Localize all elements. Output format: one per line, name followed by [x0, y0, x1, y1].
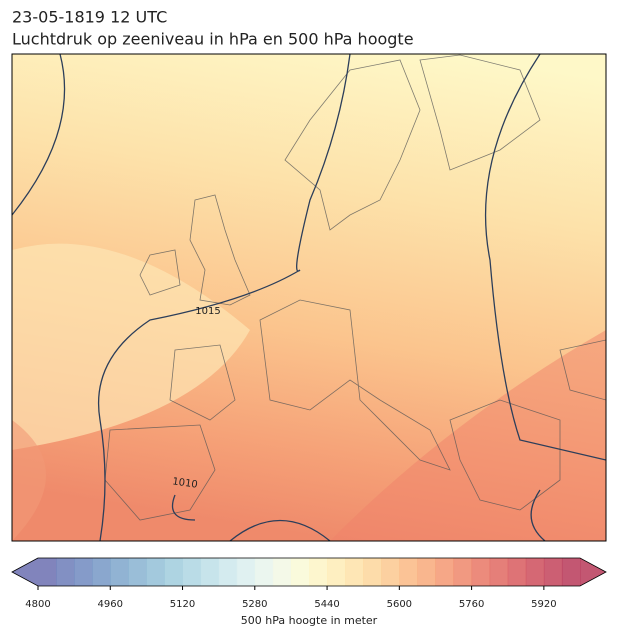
colorbar-segment: [218, 558, 238, 586]
colorbar-segment: [489, 558, 509, 586]
colorbar-tick-label: 4800: [25, 599, 50, 610]
colorbar-segment: [164, 558, 184, 586]
colorbar-tick-label: 4960: [98, 599, 123, 610]
contour-label: 1015: [195, 306, 220, 317]
colorbar-label: 500 hPa hoogte in meter: [241, 614, 378, 627]
colorbar-segment: [507, 558, 527, 586]
map-area: 1015 1010: [12, 54, 606, 541]
subtitle-line: Luchtdruk op zeeniveau in hPa en 500 hPa…: [12, 30, 414, 49]
colorbar-segment: [453, 558, 473, 586]
colorbar-segment: [345, 558, 364, 586]
colorbar-segment: [290, 558, 310, 586]
colorbar-tick-label: 5760: [459, 599, 484, 610]
colorbar-segment: [327, 558, 346, 586]
map-frame: [11, 53, 607, 542]
colorbar-segment: [561, 558, 581, 586]
colorbar-tick-label: 5120: [170, 599, 195, 610]
colorbar-tick-label: 5920: [531, 599, 556, 610]
colorbar-segment: [236, 558, 256, 586]
colorbar-segment: [435, 558, 455, 586]
colorbar-segment: [381, 558, 400, 586]
colorbar-segment: [272, 558, 292, 586]
colorbar-extend-low: [12, 558, 38, 586]
colorbar-segment: [543, 558, 563, 586]
colorbar-segment: [399, 558, 418, 586]
colorbar-segment: [74, 558, 93, 586]
colorbar-segment: [471, 558, 491, 586]
colorbar-tick-label: 5280: [242, 599, 267, 610]
title-line: 23-05-1819 12 UTC: [12, 8, 167, 27]
colorbar-segment: [309, 558, 328, 586]
colorbar-segment: [525, 558, 545, 586]
colorbar-segment: [254, 558, 274, 586]
colorbar-segment: [128, 558, 147, 586]
isobars: [12, 54, 606, 541]
colorbar-segment: [92, 558, 111, 586]
colorbar-segment: [110, 558, 129, 586]
colorbar-segment: [417, 558, 436, 586]
colorbar-segment: [182, 558, 202, 586]
colorbar-segment: [200, 558, 220, 586]
colorbar-extend-high: [580, 558, 606, 586]
contour-label: 1010: [172, 476, 199, 490]
colorbar-outline: [11, 557, 607, 587]
colorbar-segment: [363, 558, 382, 586]
colorbar-segment: [146, 558, 165, 586]
colorbar-segment: [38, 558, 57, 586]
colorbar-tick-label: 5600: [387, 599, 412, 610]
colorbar-tick-label: 5440: [314, 599, 339, 610]
colorbar-segment: [56, 558, 75, 586]
